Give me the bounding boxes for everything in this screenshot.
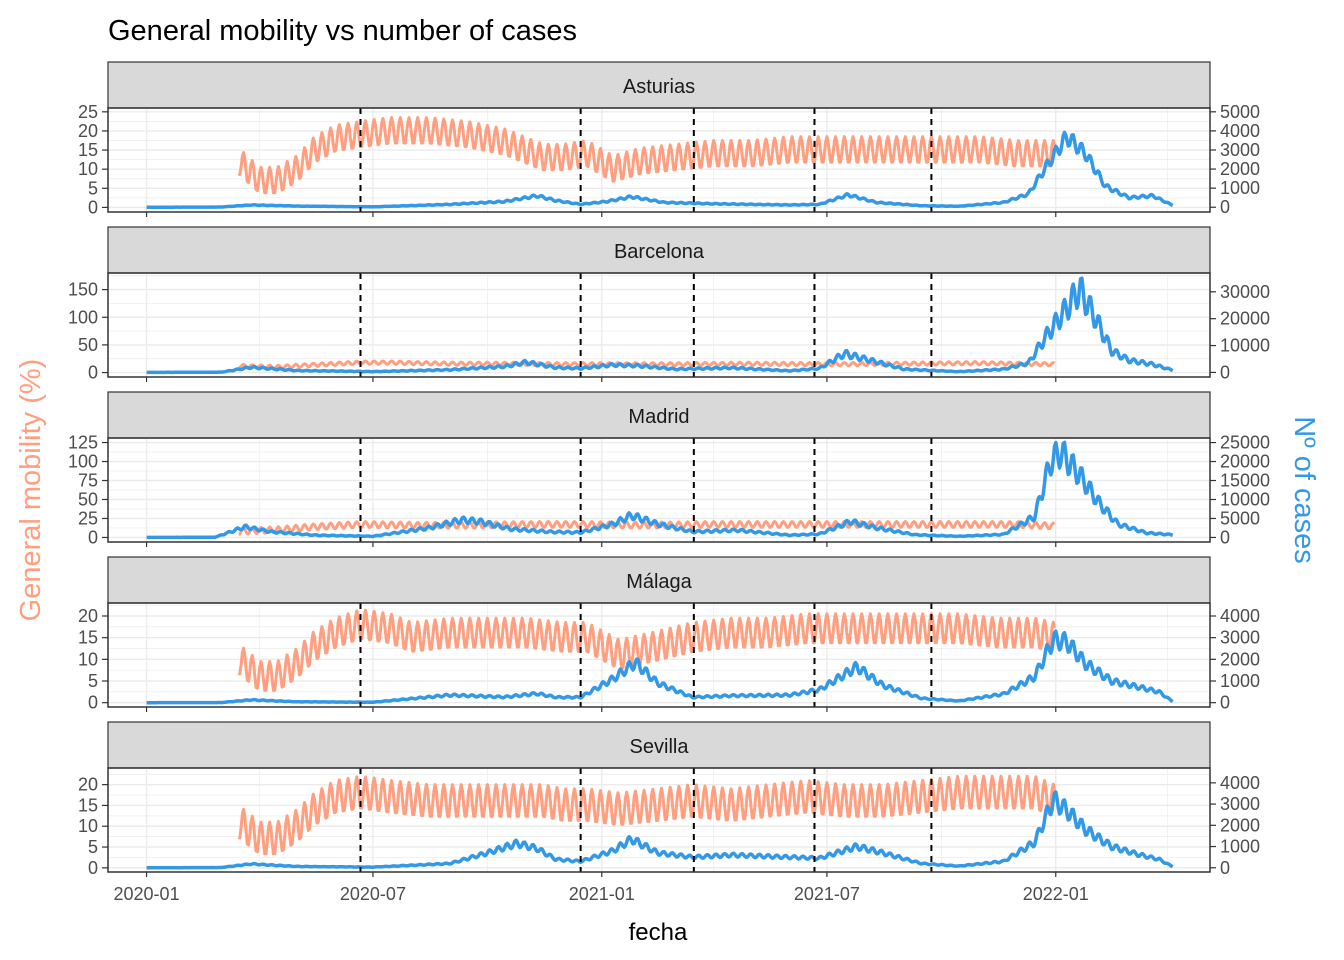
facet-strip-label: Asturias	[623, 76, 695, 98]
facet-strip-label: Málaga	[626, 571, 692, 593]
y-tick-label-left: 20	[78, 121, 98, 141]
facet-strip	[107, 61, 1211, 109]
panel-border	[107, 602, 1211, 708]
y-tick-label-right: 20000	[1220, 452, 1270, 472]
panel-border	[107, 767, 1211, 873]
y-tick-label-left: 125	[68, 433, 98, 453]
mobility-line	[237, 116, 1056, 195]
y-tick-label-left: 10	[78, 649, 98, 669]
y-tick-label-left: 15	[78, 140, 98, 160]
facet-strip-label: Barcelona	[614, 241, 705, 263]
y-tick-label-right: 3000	[1220, 140, 1260, 160]
facet-strip	[107, 556, 1211, 604]
facet-panel: Barcelona 0 50 100 150 0 10000 20000 30000	[68, 226, 1270, 383]
y-tick-label-right: 4000	[1220, 606, 1260, 626]
y-tick-label-left: 150	[68, 280, 98, 300]
cases-line	[146, 130, 1174, 209]
cases-line	[146, 440, 1174, 540]
y-tick-label-left: 0	[88, 363, 98, 383]
y-tick-label-left: 25	[78, 508, 98, 528]
y-tick-label-right: 25000	[1220, 433, 1270, 453]
y-tick-label-right: 20000	[1220, 309, 1270, 329]
y-tick-label-left: 0	[88, 693, 98, 713]
y-tick-label-right: 1000	[1220, 671, 1260, 691]
y-tick-label-left: 20	[78, 775, 98, 795]
x-tick-label: 2020-01	[114, 884, 180, 904]
y-tick-label-left: 0	[88, 527, 98, 547]
y-tick-label-right: 4000	[1220, 773, 1260, 793]
y-tick-label-right: 15000	[1220, 471, 1270, 491]
y-tick-label-right: 2000	[1220, 649, 1260, 669]
x-tick-label: 2021-01	[569, 884, 635, 904]
y-tick-label-right: 3000	[1220, 794, 1260, 814]
y-tick-label-right: 1000	[1220, 837, 1260, 857]
facet-strip-label: Madrid	[628, 406, 689, 428]
y-tick-label-right: 30000	[1220, 282, 1270, 302]
y-tick-label-left: 25	[78, 102, 98, 122]
y-tick-label-left: 75	[78, 471, 98, 491]
y-axis-left-title: General mobility (%)	[15, 359, 47, 622]
y-tick-label-right: 4000	[1220, 121, 1260, 141]
chart-title: General mobility vs number of cases	[108, 15, 577, 47]
y-tick-label-right: 5000	[1220, 508, 1260, 528]
grid	[108, 273, 1210, 377]
x-tick-label: 2022-01	[1023, 884, 1089, 904]
y-tick-label-left: 0	[88, 858, 98, 878]
y-tick-label-right: 5000	[1220, 102, 1260, 122]
panel-border	[107, 437, 1211, 543]
x-axis: 2020-01 2020-07 2021-01 2021-07 2022-01	[114, 884, 1089, 904]
x-tick-label: 2021-07	[794, 884, 860, 904]
y-tick-label-right: 1000	[1220, 178, 1260, 198]
facet-panel: Madrid0255075100125050001000015000200002…	[68, 391, 1270, 547]
y-tick-label-right: 2000	[1220, 159, 1260, 179]
y-tick-label-left: 10	[78, 159, 98, 179]
mobility-line	[237, 774, 1056, 856]
cases-line	[146, 629, 1174, 705]
y-tick-label-right: 0	[1220, 197, 1230, 217]
y-tick-label-left: 0	[88, 197, 98, 217]
y-tick-label-right: 10000	[1220, 336, 1270, 356]
panel-border	[107, 107, 1211, 213]
x-tick-label: 2020-07	[340, 884, 406, 904]
y-tick-label-left: 5	[88, 671, 98, 691]
panel-border	[107, 272, 1211, 378]
facet-strip-label: Sevilla	[630, 736, 690, 758]
x-axis-title: fecha	[629, 919, 688, 946]
y-tick-label-left: 50	[78, 335, 98, 355]
y-tick-label-right: 0	[1220, 527, 1230, 547]
y-tick-label-left: 10	[78, 816, 98, 836]
y-tick-label-left: 5	[88, 837, 98, 857]
y-tick-label-right: 10000	[1220, 489, 1270, 509]
facet-strip	[107, 721, 1211, 769]
y-tick-label-right: 0	[1220, 362, 1230, 382]
y-tick-label-left: 50	[78, 489, 98, 509]
grid	[108, 768, 1210, 872]
y-tick-label-right: 3000	[1220, 628, 1260, 648]
mobility-line	[238, 520, 1056, 536]
facet-strip	[107, 226, 1211, 274]
y-tick-label-left: 15	[78, 628, 98, 648]
y-axis-right-title: Nº of cases	[1288, 416, 1320, 564]
y-tick-label-right: 0	[1220, 858, 1230, 878]
y-tick-label-right: 0	[1220, 693, 1230, 713]
mobility-line	[237, 608, 1056, 692]
cases-line	[146, 276, 1174, 375]
cases-line	[146, 790, 1174, 870]
y-tick-label-left: 15	[78, 795, 98, 815]
y-tick-label-left: 100	[68, 307, 98, 327]
facet-panels: Asturias0510152025010002000300040005000B…	[68, 61, 1270, 878]
y-tick-label-left: 100	[68, 452, 98, 472]
y-tick-label-left: 20	[78, 606, 98, 626]
y-tick-label-right: 2000	[1220, 815, 1260, 835]
y-tick-label-left: 5	[88, 178, 98, 198]
